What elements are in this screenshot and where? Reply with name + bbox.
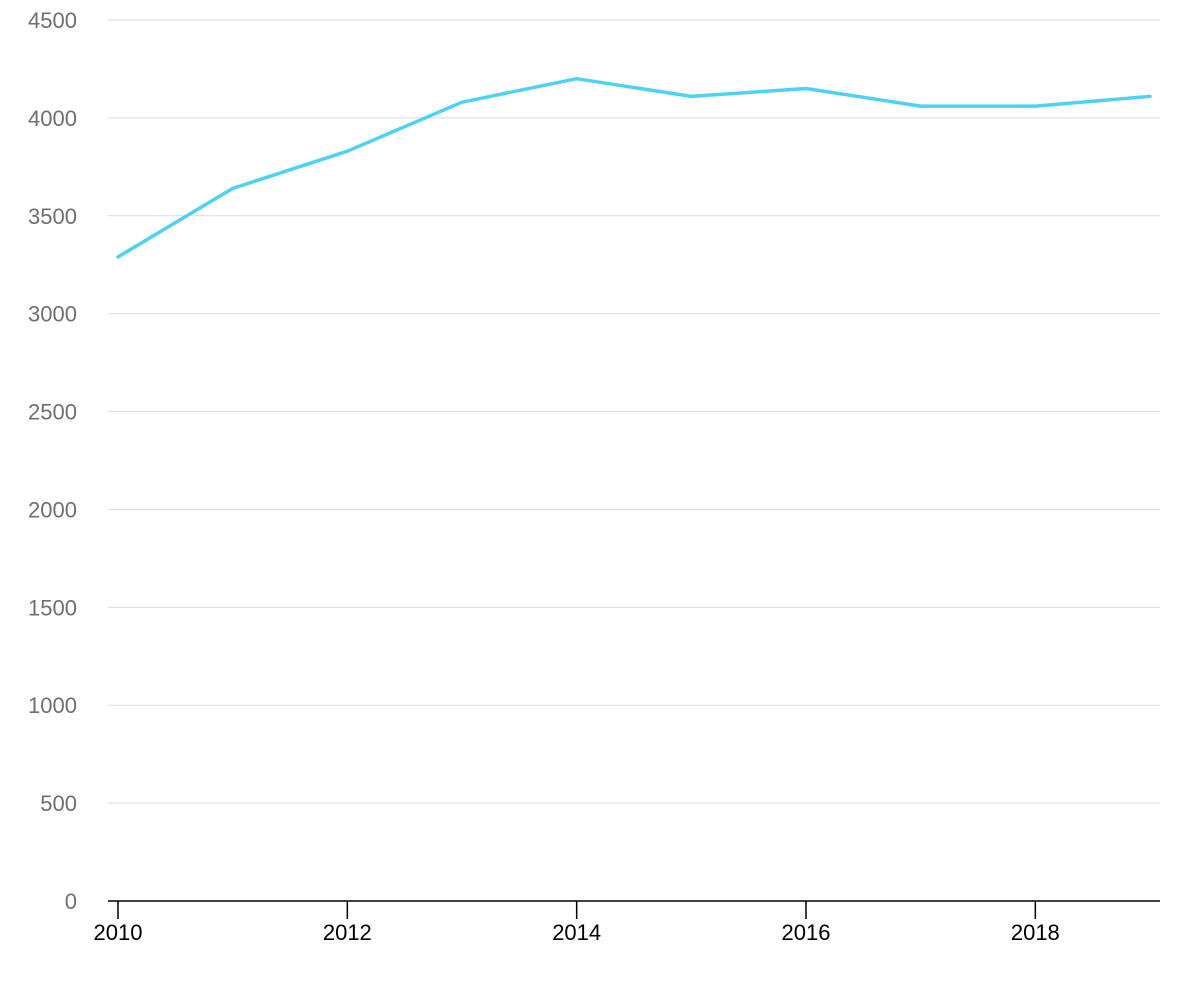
- series-line: [116, 76, 1152, 259]
- y-tick-label: 3500: [28, 204, 77, 229]
- gridlines: [108, 19, 1160, 804]
- y-tick-label: 4500: [28, 8, 77, 33]
- x-tick-label: 2016: [782, 920, 831, 945]
- x-tick-label: 2018: [1011, 920, 1060, 945]
- y-tick-label: 3000: [28, 302, 77, 327]
- y-axis-tick-labels: 0 500 1000 1500 2000 2500 3000 3500 4000 4500: [28, 8, 77, 914]
- x-axis: [108, 900, 1160, 919]
- x-tick-label: 2010: [94, 920, 143, 945]
- y-tick-label: 2500: [28, 400, 77, 425]
- y-tick-label: 500: [40, 791, 77, 816]
- series-group: [116, 76, 1152, 259]
- x-tick-label: 2014: [552, 920, 601, 945]
- y-tick-label: 1500: [28, 595, 77, 620]
- x-tick-label: 2012: [323, 920, 372, 945]
- x-axis-tick-labels: 2010 2012 2014 2016 2018: [94, 920, 1060, 945]
- y-tick-label: 2000: [28, 497, 77, 522]
- y-tick-label: 0: [65, 889, 77, 914]
- y-tick-label: 1000: [28, 693, 77, 718]
- y-tick-label: 4000: [28, 106, 77, 131]
